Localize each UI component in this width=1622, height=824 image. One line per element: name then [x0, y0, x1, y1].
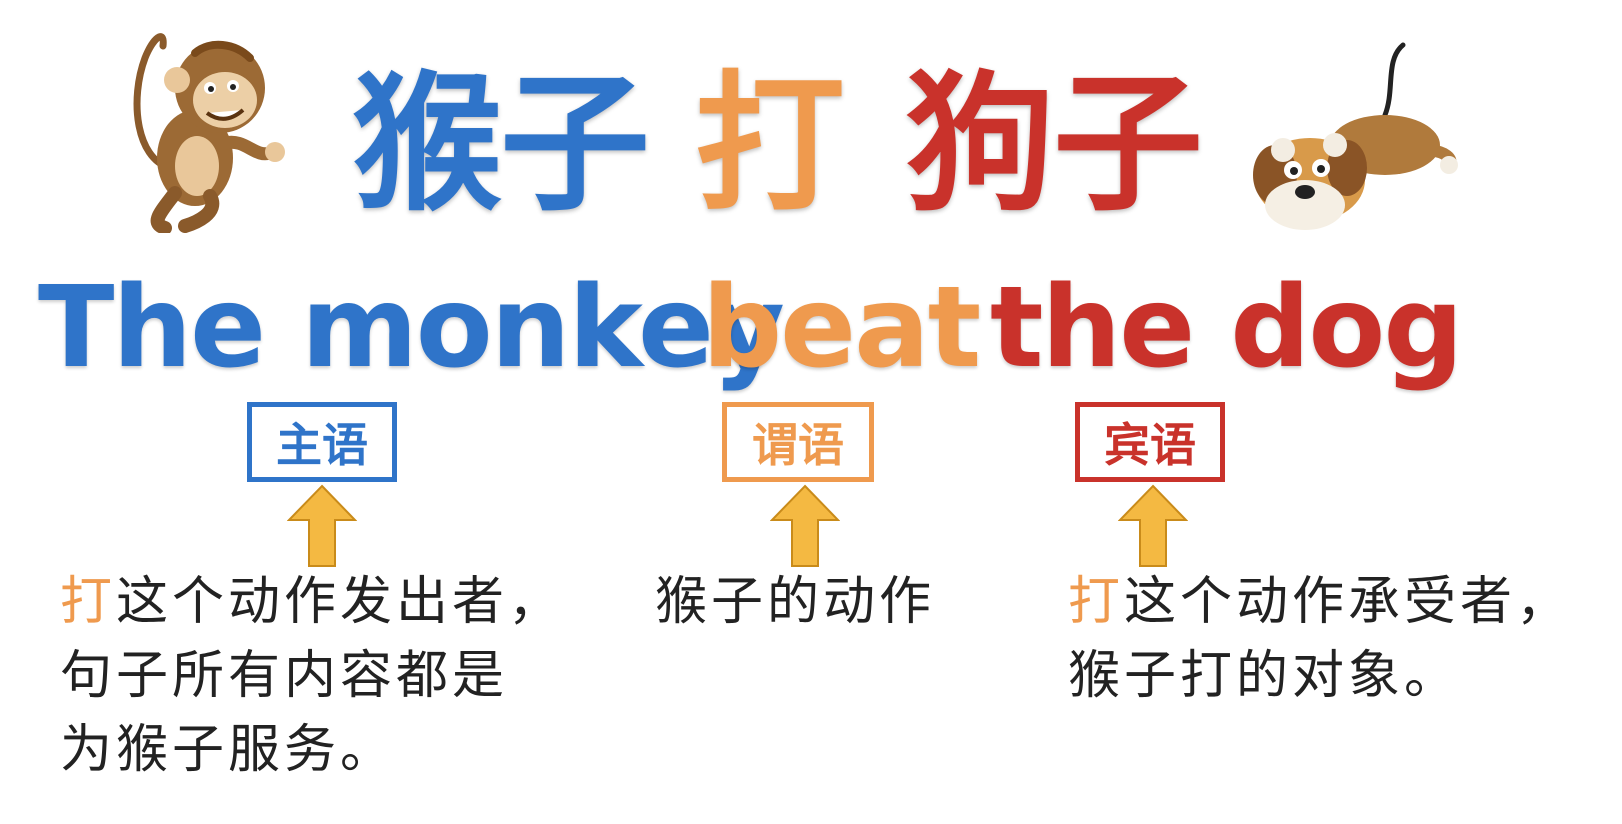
desc-subject-line3: 为猴子服务。	[60, 720, 397, 780]
desc-object: 打这个动作承受者， 猴子打的对象。	[1068, 565, 1572, 713]
arrow-up-icon	[770, 484, 840, 567]
title-en-object: the dog	[990, 263, 1464, 393]
desc-object-highlight: 打	[1068, 572, 1125, 632]
desc-subject-line2: 句子所有内容都是	[60, 646, 509, 706]
dog-icon	[1253, 42, 1458, 230]
desc-object-line1: 打这个动作承受者，	[1068, 572, 1573, 632]
tag-subject: 主语	[247, 402, 397, 482]
monkey-icon	[133, 33, 285, 233]
tag-predicate: 谓语	[722, 402, 874, 482]
title-cn-object: 狗子	[905, 58, 1203, 232]
desc-subject-line1: 打这个动作发出者，	[60, 572, 565, 632]
desc-predicate-line1: 猴子的动作	[655, 572, 936, 632]
title-cn-verb: 打	[695, 58, 845, 232]
title-en-subject: The monkey	[38, 263, 785, 393]
desc-subject: 打这个动作发出者， 句子所有内容都是 为猴子服务。	[60, 565, 564, 787]
desc-subject-highlight: 打	[60, 572, 117, 632]
title-en-verb: beat	[702, 263, 981, 393]
title-cn-subject: 猴子	[352, 58, 650, 232]
tag-object: 宾语	[1075, 402, 1225, 482]
arrow-up-icon	[287, 484, 357, 567]
arrow-up-icon	[1118, 484, 1188, 567]
desc-predicate: 猴子的动作	[655, 565, 935, 639]
desc-object-line2: 猴子打的对象。	[1068, 646, 1461, 706]
